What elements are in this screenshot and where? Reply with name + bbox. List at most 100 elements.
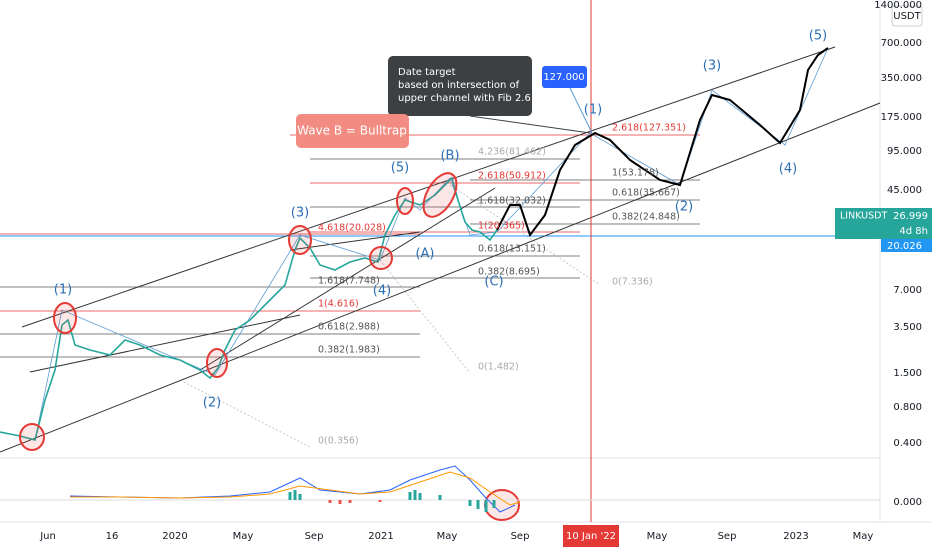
wave-label: (1) (584, 103, 602, 118)
symbol-tag (835, 208, 932, 239)
price-label: 1400.000 (874, 0, 922, 11)
highlight-circle (19, 423, 45, 451)
countdown: 4d 8h (899, 226, 928, 237)
time-label: Sep (718, 531, 737, 542)
channel-inner (29, 314, 301, 373)
callout-box (296, 114, 409, 148)
time-label: Sep (305, 531, 324, 542)
channel-inner (289, 231, 421, 251)
fib-label: 0.618(35.667) (612, 188, 680, 199)
fib-label: 0.382(1.983) (318, 345, 380, 356)
time-label: May (647, 531, 668, 542)
wave-label: (C) (484, 275, 503, 290)
fib-label: 1.618(7.748) (318, 276, 380, 287)
date-marker-box (563, 525, 619, 547)
fib-trend (179, 379, 311, 448)
price-label: 0.800 (893, 402, 922, 413)
callout-text: based on intersection of (398, 80, 520, 91)
price-axis: USDT 1400.000 700.000 350.000 175.000 95… (835, 0, 932, 508)
price-label: 95.000 (887, 146, 922, 157)
symbol-price: 26.999 (893, 211, 928, 222)
fib-trend (379, 259, 471, 374)
fib-label: 1(4.616) (318, 299, 359, 310)
channel-inner (199, 187, 496, 371)
unit-box (891, 5, 923, 27)
fib-left (0, 233, 420, 448)
date-target-callout: Date target based on intersection of upp… (388, 56, 591, 134)
highlight-circle (206, 348, 228, 378)
wave-label: (B) (440, 149, 459, 164)
fib-label: 0.382(8.695) (478, 267, 540, 278)
fib-label: 0(0.356) (318, 436, 359, 447)
callout-text: Date target (398, 67, 456, 78)
line-price: 20.026 (887, 241, 922, 252)
time-label: 2020 (162, 531, 187, 542)
time-label: Sep (511, 531, 530, 542)
callout-pointer (469, 115, 591, 134)
price-badge: 127.000 (542, 66, 593, 134)
wave-label: (2) (675, 200, 693, 215)
axis-unit: USDT (893, 11, 921, 22)
highlight-circle (369, 246, 393, 270)
price-label: 350.000 (881, 73, 922, 84)
fib-label: 0.618(2.988) (318, 322, 380, 333)
fib-label: 2.618(50.912) (478, 171, 546, 182)
price-label: 0.000 (893, 497, 922, 508)
price-label: 1.500 (893, 368, 922, 379)
wave-label: (4) (779, 162, 797, 177)
badge-text: 127.000 (543, 72, 584, 83)
macd-pane (0, 465, 880, 513)
fib-label: 0(7.336) (612, 277, 653, 288)
time-label: May (233, 531, 254, 542)
fib-label: 0(1.482) (478, 362, 519, 373)
highlights (19, 172, 520, 521)
badge-box (542, 66, 587, 88)
price-label: 175.000 (881, 112, 922, 123)
fib-label: 4.618(20.028) (318, 223, 386, 234)
wave-label: (2) (203, 396, 221, 411)
callout-box (388, 56, 532, 116)
wave-label: (3) (291, 206, 309, 221)
price-label: 0.400 (893, 438, 922, 449)
signal-line (70, 471, 521, 506)
date-marker: 10 Jan '22 (566, 531, 616, 542)
price-label: 7.000 (893, 285, 922, 296)
time-axis: Jun 16 2020 May Sep 2021 May Sep May Sep… (39, 525, 873, 547)
time-label: 16 (106, 531, 119, 542)
time-label: Jun (39, 531, 56, 542)
callout-text: upper channel with Fib 2.618 (398, 93, 544, 104)
price-label: 3.500 (893, 322, 922, 333)
badge-pointer (569, 87, 593, 134)
fib-label: 1(53.178) (612, 168, 659, 179)
fib-label: 0.618(13.151) (478, 244, 546, 255)
highlight-circle (53, 302, 77, 334)
projection (496, 47, 829, 238)
highlight-circle (422, 172, 458, 218)
wave-label: (1) (54, 283, 72, 298)
highlight-circle (396, 187, 414, 215)
wave-label: (4) (373, 284, 391, 299)
symbol-name: LINKUSDT (840, 211, 887, 222)
fib-label: 2.618(127.351) (612, 123, 686, 134)
wave-label: (A) (415, 247, 434, 262)
price-label: 700.000 (881, 38, 922, 49)
macd-histogram (328, 500, 382, 504)
wave-label: (5) (391, 161, 409, 176)
price-label: 45.000 (887, 185, 922, 196)
fib-label: 1(20.365) (478, 221, 525, 232)
wave-label: (5) (809, 29, 827, 44)
fib-label: 1.618(32.032) (478, 196, 546, 207)
wave-label: (3) (703, 59, 721, 74)
time-label: May (437, 531, 458, 542)
macd-histogram (288, 490, 496, 512)
wave-b-callout: Wave B = Bulltrap (296, 114, 409, 148)
callout-text: Wave B = Bulltrap (297, 124, 407, 138)
price-history (0, 176, 498, 441)
channel-lower (0, 102, 881, 453)
fib-label: 0.382(24.848) (612, 212, 680, 223)
time-label: 2021 (368, 531, 393, 542)
fib-label: 4.236(81.462) (478, 147, 546, 158)
wave-sketch (34, 47, 829, 441)
